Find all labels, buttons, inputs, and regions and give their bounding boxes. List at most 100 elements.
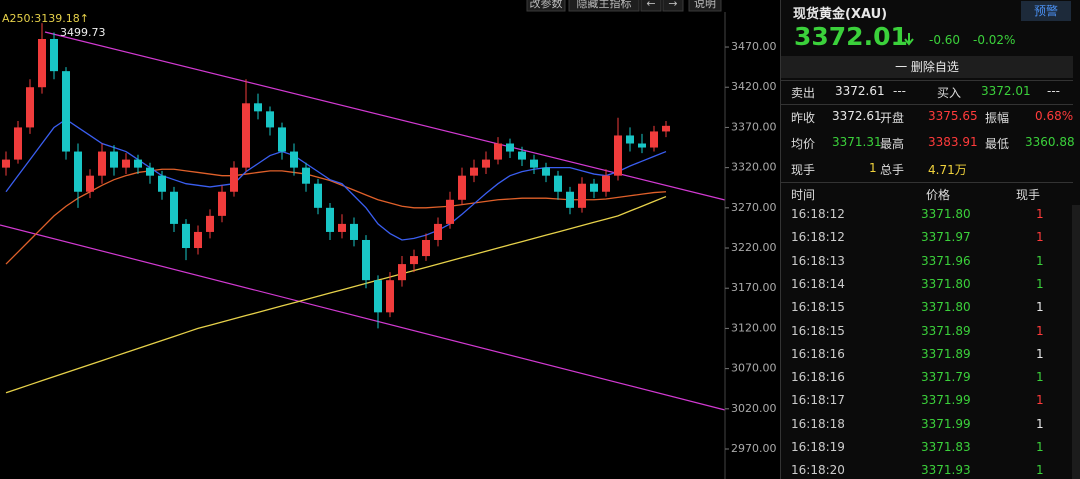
candle-body <box>50 38 58 72</box>
toolbar-button[interactable] <box>640 0 662 12</box>
value: 3383.91 <box>928 135 978 149</box>
tick-qty: 1 <box>1036 370 1044 385</box>
tick-price: 3371.89 <box>921 323 971 338</box>
candle-body <box>74 151 82 192</box>
tick-qty: 1 <box>1036 323 1044 338</box>
tick-price: 3371.97 <box>921 230 971 245</box>
tick-qty: 1 <box>1036 207 1044 221</box>
chart-bg <box>0 0 780 479</box>
value: 3372.61 <box>832 109 882 123</box>
candle-body <box>26 87 34 128</box>
tick-price: 3371.93 <box>921 463 971 478</box>
tick-price: 3371.80 <box>921 300 971 315</box>
label: 昨收 <box>791 111 816 125</box>
candle-body <box>218 191 226 216</box>
label: 总手 <box>880 163 905 177</box>
candle-body <box>518 151 526 160</box>
toolbar-button[interactable] <box>688 0 722 12</box>
column-header: 价格 <box>926 188 951 202</box>
value: --- <box>893 84 906 98</box>
y-tick-label: 3220.00 <box>731 241 777 254</box>
tick-time: 16:18:12 <box>791 207 845 221</box>
candle-body <box>470 167 478 176</box>
separator <box>781 182 1073 183</box>
y-tick-label: 3020.00 <box>731 402 777 415</box>
value: 0.68% <box>1035 109 1074 123</box>
candle-body <box>110 151 118 168</box>
candle-body <box>62 71 70 152</box>
candle-body <box>638 143 646 148</box>
toolbar-button[interactable] <box>526 0 566 12</box>
tick-time: 16:18:18 <box>791 416 845 431</box>
candle-body <box>230 167 238 192</box>
toolbar-button-label[interactable]: ← <box>646 0 655 10</box>
toolbar-button-label[interactable]: 说明 <box>694 0 716 10</box>
toolbar-button-label[interactable]: 改参数 <box>530 0 563 10</box>
candle-body <box>446 199 454 224</box>
candle-body <box>626 135 634 144</box>
down-arrow <box>904 33 914 46</box>
candle-body <box>374 280 382 313</box>
y-tick-label: 3420.00 <box>731 80 777 93</box>
alert-button[interactable]: 预警 <box>1021 1 1071 21</box>
tick-time: 16:18:14 <box>791 276 845 291</box>
scrollbar[interactable] <box>1072 205 1080 479</box>
value: 1 <box>869 161 877 175</box>
toolbar-button-label[interactable]: → <box>668 0 677 10</box>
tick-price: 3371.89 <box>921 346 971 361</box>
candle-body <box>98 151 106 176</box>
moving-average <box>5 168 667 265</box>
toolbar-button-label[interactable]: 隐藏主指标 <box>577 0 632 10</box>
y-tick-label: 3120.00 <box>731 321 777 334</box>
candle-body <box>566 191 574 208</box>
candle-body <box>14 127 22 160</box>
candle-body <box>506 143 514 152</box>
label: 最高 <box>880 137 905 151</box>
y-tick-label: 3320.00 <box>731 161 777 174</box>
tick-time: 16:18:17 <box>791 393 845 408</box>
candle-body <box>482 159 490 168</box>
candle-body <box>158 175 166 192</box>
toolbar-button[interactable] <box>662 0 684 12</box>
candle-body <box>194 231 202 249</box>
tick-price: 3371.80 <box>921 207 971 221</box>
change-pct: -0.02% <box>973 33 1016 47</box>
label: 现手 <box>791 163 816 177</box>
candle-body <box>614 135 622 176</box>
candle-body <box>554 175 562 192</box>
separator <box>781 104 1073 105</box>
column-header: 时间 <box>791 188 816 202</box>
y-tick-label: 2970.00 <box>731 442 777 455</box>
tick-qty: 1 <box>1036 393 1044 408</box>
column-header: 现手 <box>1016 188 1041 202</box>
symbol-title: 现货黄金(XAU) <box>793 7 888 22</box>
separator <box>781 80 1073 81</box>
candle-body <box>578 183 586 208</box>
candle-body <box>242 103 250 168</box>
tick-time: 16:18:16 <box>791 370 845 385</box>
candle-body <box>494 143 502 160</box>
label: 卖出 <box>791 86 816 100</box>
toolbar-button[interactable] <box>568 0 640 12</box>
candle-body <box>254 103 262 112</box>
tick-qty: 1 <box>1036 416 1044 431</box>
candle-body <box>278 127 286 152</box>
moving-average <box>5 195 667 394</box>
remove-button[interactable]: 一 删除自选 <box>781 56 1073 78</box>
tick-qty: 1 <box>1036 300 1044 315</box>
change: -0.60 <box>929 33 961 47</box>
value: 3360.88 <box>1025 135 1075 149</box>
indicator-label: A250:3139.18↑ <box>2 12 89 25</box>
tick-price: 3371.96 <box>921 253 971 268</box>
moving-average <box>5 118 667 241</box>
candle-body <box>350 223 358 240</box>
value: 3375.65 <box>928 109 978 123</box>
candle-body <box>146 167 154 176</box>
candle-body <box>434 223 442 240</box>
tick-time: 16:18:16 <box>791 346 845 361</box>
y-tick-label: 3170.00 <box>731 281 777 294</box>
candle-body <box>266 111 274 128</box>
candle-body <box>362 239 370 281</box>
label: 振幅 <box>985 111 1010 125</box>
